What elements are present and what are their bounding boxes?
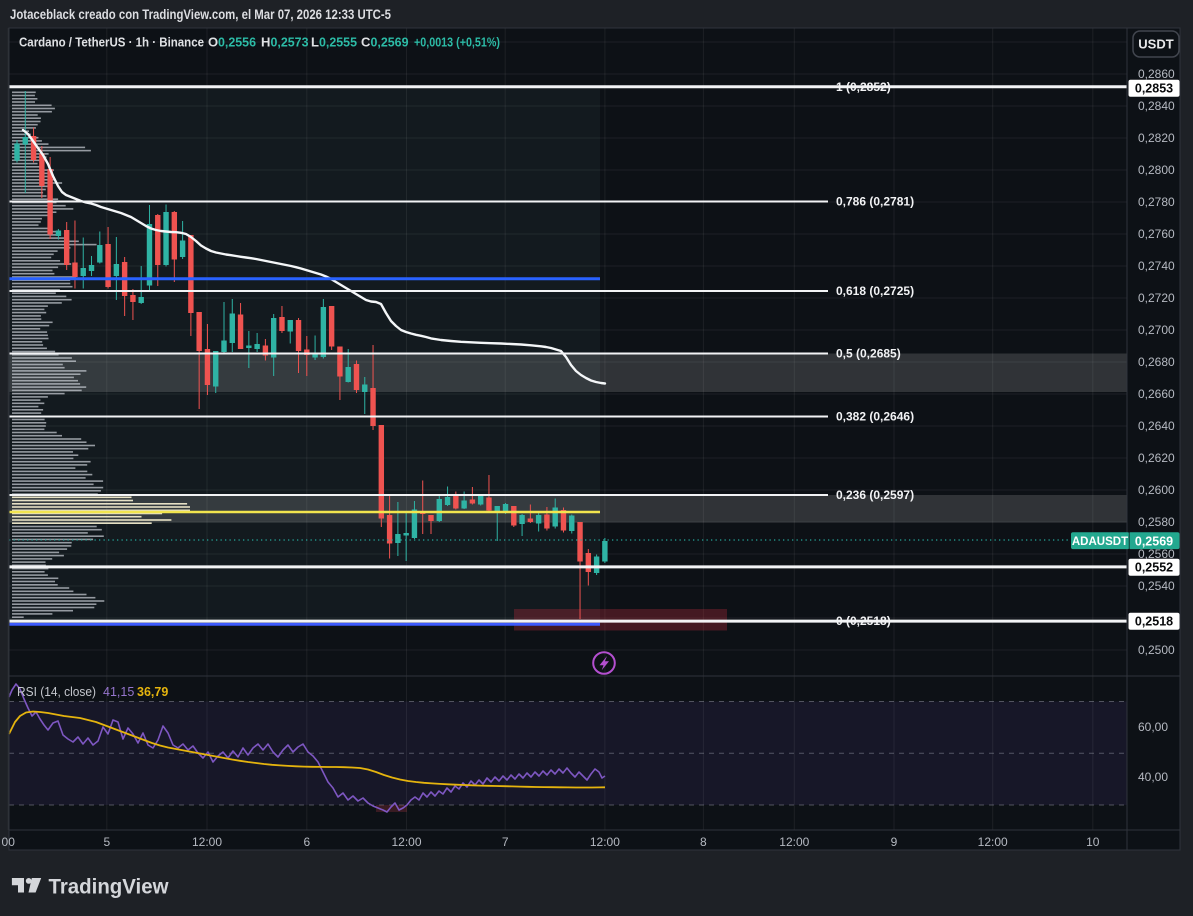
svg-text:0,2556: 0,2556 xyxy=(218,35,256,50)
svg-text:0 (0,2518): 0 (0,2518) xyxy=(836,614,891,628)
svg-text:12:00: 12:00 xyxy=(192,835,222,849)
svg-text:0,2720: 0,2720 xyxy=(1138,291,1175,305)
svg-text:0,2580: 0,2580 xyxy=(1138,515,1175,529)
svg-text:0,2860: 0,2860 xyxy=(1138,67,1175,81)
svg-text:0,236 (0,2597): 0,236 (0,2597) xyxy=(836,488,914,502)
svg-text:H: H xyxy=(261,35,270,50)
svg-text:0,2800: 0,2800 xyxy=(1138,163,1175,177)
svg-text:8: 8 xyxy=(700,835,707,849)
svg-text:7: 7 xyxy=(502,835,509,849)
svg-text:0,786 (0,2781): 0,786 (0,2781) xyxy=(836,195,914,209)
svg-text:0,2500: 0,2500 xyxy=(1138,643,1175,657)
svg-text:0,2552: 0,2552 xyxy=(1135,561,1173,575)
svg-text:0,2560: 0,2560 xyxy=(1138,547,1175,561)
svg-text:0,2569: 0,2569 xyxy=(1135,534,1173,548)
svg-text:0,2840: 0,2840 xyxy=(1138,99,1175,113)
svg-text:10: 10 xyxy=(1086,835,1100,849)
svg-text:60,00: 60,00 xyxy=(1138,720,1168,734)
svg-text:6: 6 xyxy=(303,835,310,849)
svg-text:0,2620: 0,2620 xyxy=(1138,451,1175,465)
svg-text:0,2555: 0,2555 xyxy=(319,35,357,50)
svg-text:0,5 (0,2685): 0,5 (0,2685) xyxy=(836,347,901,361)
svg-text:0,2540: 0,2540 xyxy=(1138,579,1175,593)
svg-text:+0,0013 (+0,51%): +0,0013 (+0,51%) xyxy=(414,35,500,50)
svg-text:0,2680: 0,2680 xyxy=(1138,355,1175,369)
svg-text:USDT: USDT xyxy=(1138,37,1173,52)
svg-text:C: C xyxy=(361,35,371,50)
svg-text:Jotaceblack creado con Trading: Jotaceblack creado con TradingView.com, … xyxy=(10,7,391,22)
svg-text:40,00: 40,00 xyxy=(1138,770,1168,784)
svg-text:ADAUSDT: ADAUSDT xyxy=(1072,536,1128,548)
svg-text:0,618 (0,2725): 0,618 (0,2725) xyxy=(836,284,914,298)
svg-text:0,2640: 0,2640 xyxy=(1138,419,1175,433)
svg-text:Cardano / TetherUS · 1h · Bina: Cardano / TetherUS · 1h · Binance xyxy=(19,35,204,50)
svg-text:0,2760: 0,2760 xyxy=(1138,227,1175,241)
svg-text:O: O xyxy=(208,35,218,50)
svg-text:RSI (14, close): RSI (14, close) xyxy=(17,685,96,699)
svg-text:0,2740: 0,2740 xyxy=(1138,259,1175,273)
svg-text:5: 5 xyxy=(103,835,110,849)
svg-text:0,2660: 0,2660 xyxy=(1138,387,1175,401)
svg-text:41,15: 41,15 xyxy=(103,685,134,699)
svg-text:0,382 (0,2646): 0,382 (0,2646) xyxy=(836,410,914,424)
svg-text:0,2780: 0,2780 xyxy=(1138,195,1175,209)
svg-text:0,2853: 0,2853 xyxy=(1135,82,1173,96)
svg-text:9: 9 xyxy=(891,835,898,849)
svg-text:0,2600: 0,2600 xyxy=(1138,483,1175,497)
svg-text:12:00: 12:00 xyxy=(779,835,809,849)
svg-text:0,2518: 0,2518 xyxy=(1135,615,1173,629)
svg-text:0,2569: 0,2569 xyxy=(371,35,409,50)
svg-text:36,79: 36,79 xyxy=(137,685,168,699)
svg-text:1 (0,2852): 1 (0,2852) xyxy=(836,80,891,94)
svg-text:00: 00 xyxy=(2,835,16,849)
svg-text:0,2573: 0,2573 xyxy=(271,35,309,50)
svg-text:L: L xyxy=(311,35,319,50)
svg-text:12:00: 12:00 xyxy=(978,835,1008,849)
svg-text:0,2700: 0,2700 xyxy=(1138,323,1175,337)
svg-text:TradingView: TradingView xyxy=(49,875,170,898)
svg-text:12:00: 12:00 xyxy=(590,835,620,849)
svg-text:12:00: 12:00 xyxy=(391,835,421,849)
svg-text:0,2820: 0,2820 xyxy=(1138,131,1175,145)
